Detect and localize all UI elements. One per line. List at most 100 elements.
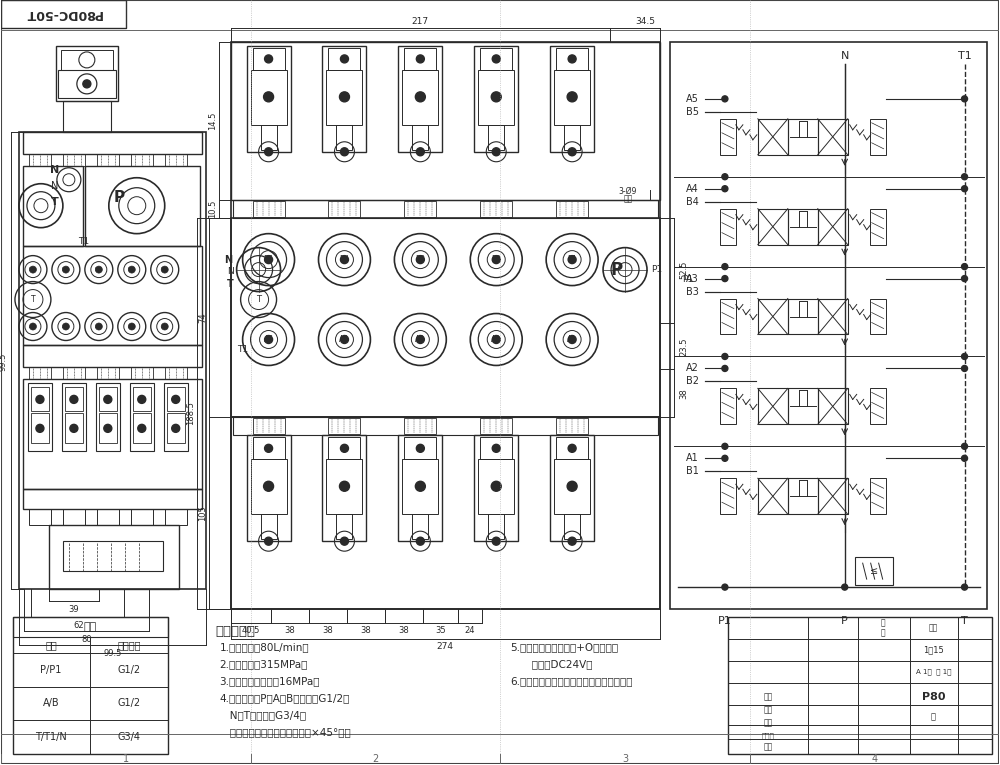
Circle shape — [568, 336, 576, 343]
Circle shape — [264, 92, 274, 102]
Bar — [99, 387, 117, 412]
Bar — [253, 200, 285, 216]
Bar — [63, 541, 163, 571]
Text: A2: A2 — [686, 363, 699, 373]
Circle shape — [128, 266, 135, 273]
Text: 38: 38 — [679, 388, 688, 399]
Bar — [167, 387, 185, 412]
Bar — [247, 46, 291, 151]
Bar — [97, 154, 119, 166]
Text: A5: A5 — [264, 335, 274, 344]
Circle shape — [416, 148, 424, 156]
Bar — [398, 435, 442, 541]
Circle shape — [104, 425, 112, 432]
Text: 39: 39 — [69, 604, 79, 614]
Circle shape — [722, 174, 728, 180]
Bar — [133, 413, 151, 444]
Bar — [251, 70, 287, 125]
Bar — [231, 418, 660, 609]
Bar — [28, 383, 52, 451]
Text: B3: B3 — [415, 255, 425, 264]
Bar — [97, 509, 119, 526]
Bar — [233, 418, 658, 435]
Text: 40.5: 40.5 — [242, 626, 260, 634]
Bar — [23, 379, 202, 490]
Text: B4: B4 — [686, 197, 699, 207]
Circle shape — [36, 396, 44, 403]
Text: 接口: 接口 — [45, 640, 57, 650]
Text: N: N — [841, 51, 849, 61]
Bar — [131, 154, 153, 166]
Text: B3: B3 — [95, 267, 103, 272]
Bar — [478, 459, 514, 514]
Text: 4: 4 — [872, 754, 878, 764]
Circle shape — [95, 323, 102, 330]
Circle shape — [962, 174, 968, 180]
Bar — [870, 298, 886, 334]
Text: 38: 38 — [323, 626, 333, 634]
Circle shape — [265, 444, 273, 452]
Text: 2: 2 — [372, 754, 379, 764]
Bar — [56, 46, 118, 101]
Bar — [65, 387, 83, 412]
Circle shape — [172, 396, 180, 403]
Text: G1/2: G1/2 — [117, 665, 140, 675]
Bar — [322, 435, 366, 541]
Circle shape — [340, 444, 348, 452]
Bar — [788, 389, 818, 425]
Circle shape — [104, 396, 112, 403]
Bar — [131, 367, 153, 379]
Text: A/B: A/B — [43, 698, 59, 708]
Circle shape — [492, 444, 500, 452]
Text: A2: A2 — [128, 324, 136, 329]
Bar — [165, 154, 187, 166]
Text: A2: A2 — [491, 335, 501, 344]
Text: T1: T1 — [237, 345, 248, 354]
Bar — [412, 514, 428, 539]
Text: 1.额定流量：80L/min；: 1.额定流量：80L/min； — [220, 642, 309, 652]
Bar — [758, 209, 788, 245]
Text: 10.5: 10.5 — [208, 200, 217, 218]
Text: N: N — [51, 181, 59, 190]
Text: 34.5: 34.5 — [635, 18, 655, 27]
Text: 188.5: 188.5 — [186, 402, 195, 425]
Text: 105: 105 — [198, 506, 207, 521]
Text: T/T1/N: T/T1/N — [35, 732, 67, 742]
Bar — [29, 367, 51, 379]
Circle shape — [415, 481, 425, 491]
Bar — [231, 42, 660, 609]
Bar — [253, 438, 285, 459]
Circle shape — [29, 266, 36, 273]
Text: 校核: 校核 — [763, 705, 772, 715]
Text: 2.额定压力：315MPa；: 2.额定压力：315MPa； — [220, 659, 308, 669]
Text: A3: A3 — [415, 335, 425, 344]
Text: B5: B5 — [264, 255, 274, 264]
Bar — [326, 70, 362, 125]
Circle shape — [161, 266, 168, 273]
Text: 制图: 制图 — [763, 692, 772, 702]
Bar — [63, 154, 85, 166]
Bar — [404, 200, 436, 216]
Bar — [29, 154, 51, 166]
Circle shape — [492, 256, 500, 264]
Circle shape — [29, 323, 36, 330]
Bar — [554, 459, 590, 514]
Text: 电压：DC24V；: 电压：DC24V； — [522, 659, 593, 669]
Bar — [23, 246, 202, 346]
Text: N: N — [227, 267, 234, 276]
Bar — [336, 125, 352, 150]
Text: 24: 24 — [465, 626, 475, 634]
Circle shape — [722, 584, 728, 590]
Bar — [65, 413, 83, 444]
Text: A3: A3 — [686, 274, 699, 284]
Bar — [404, 48, 436, 70]
Text: T1: T1 — [958, 51, 971, 61]
Text: T: T — [31, 295, 35, 304]
Text: A1: A1 — [567, 335, 577, 344]
Circle shape — [567, 481, 577, 491]
Bar — [23, 132, 202, 154]
Text: 35: 35 — [435, 626, 446, 634]
Bar — [556, 200, 588, 216]
Bar — [788, 119, 818, 155]
Circle shape — [416, 336, 424, 343]
